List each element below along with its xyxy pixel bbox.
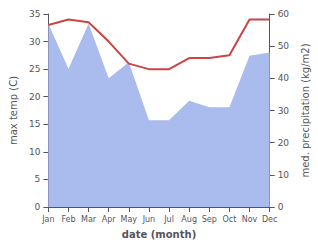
svg-text:Mar: Mar (81, 215, 97, 224)
svg-text:Jul: Jul (163, 215, 174, 224)
svg-text:0: 0 (278, 202, 284, 212)
svg-text:Apr: Apr (102, 215, 117, 224)
svg-text:30: 30 (278, 106, 290, 116)
svg-text:60: 60 (278, 9, 290, 19)
svg-text:5: 5 (35, 174, 41, 184)
svg-text:Nov: Nov (242, 215, 258, 224)
svg-text:20: 20 (29, 92, 41, 102)
svg-text:Jun: Jun (142, 215, 156, 224)
svg-text:10: 10 (278, 170, 290, 180)
svg-text:0: 0 (35, 202, 41, 212)
svg-text:date (month): date (month) (122, 229, 196, 240)
svg-text:15: 15 (29, 119, 40, 129)
svg-text:30: 30 (29, 37, 41, 47)
svg-text:Dec: Dec (262, 215, 277, 224)
svg-text:25: 25 (29, 64, 40, 74)
svg-text:med. precipitation (kg/m2): med. precipitation (kg/m2) (300, 43, 311, 177)
svg-text:max temp (C): max temp (C) (8, 76, 19, 145)
svg-text:Sep: Sep (202, 215, 217, 224)
svg-text:Jan: Jan (41, 215, 54, 224)
svg-text:Oct: Oct (222, 215, 236, 224)
svg-text:Aug: Aug (181, 215, 197, 224)
svg-text:May: May (121, 215, 138, 224)
svg-text:20: 20 (278, 138, 290, 148)
svg-text:Feb: Feb (61, 215, 75, 224)
svg-text:10: 10 (29, 147, 41, 157)
svg-text:35: 35 (29, 9, 40, 19)
svg-text:50: 50 (278, 41, 290, 51)
svg-text:40: 40 (278, 73, 290, 83)
